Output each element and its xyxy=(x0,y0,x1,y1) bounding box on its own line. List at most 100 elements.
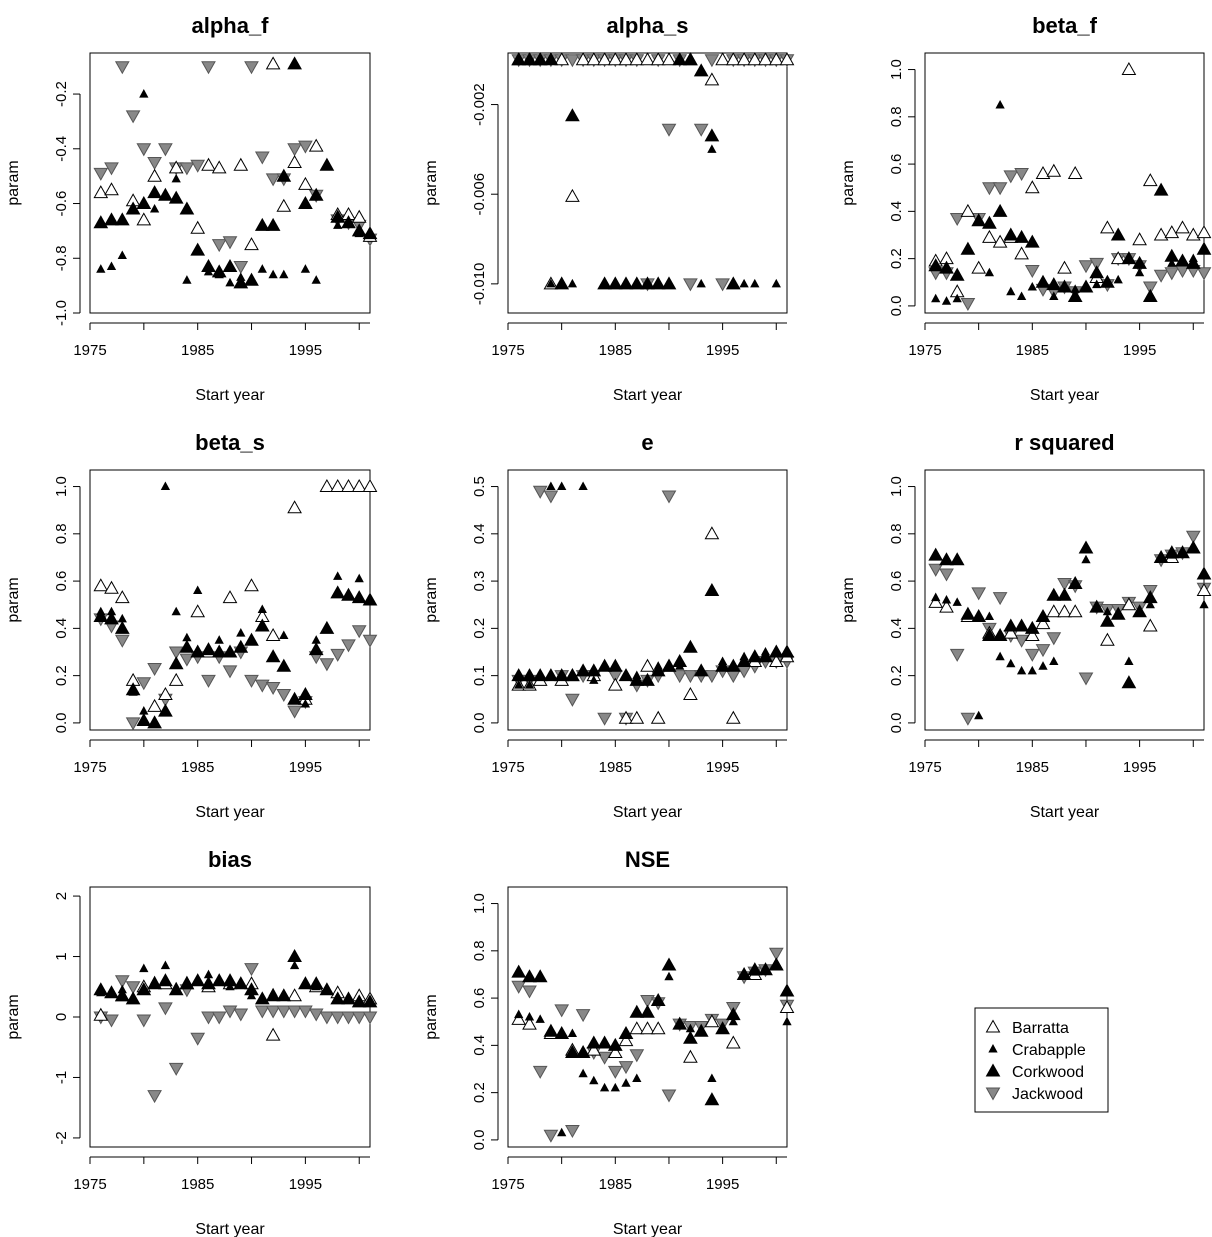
panel-bias: bias 1975 1985 1995 -2 -1 0 1 2 Start year param xyxy=(5,847,378,1237)
data-point-jackwood xyxy=(554,1004,570,1018)
x-tick-label: 1975 xyxy=(491,342,524,359)
data-point-jackwood xyxy=(949,213,965,227)
data-point-crabapple xyxy=(1199,599,1209,609)
y-tick-label: -0.010 xyxy=(471,263,488,306)
data-point-crabapple xyxy=(289,960,300,970)
data-point-barratta xyxy=(640,658,655,672)
data-point-jackwood xyxy=(1089,257,1105,271)
y-tick-label: 0.0 xyxy=(471,1129,488,1150)
legend-box xyxy=(974,1007,1109,1113)
data-point-jackwood xyxy=(265,1005,281,1019)
data-point-corkwood xyxy=(779,983,795,997)
data-point-corkwood xyxy=(93,215,109,229)
data-point-jackwood xyxy=(287,1005,302,1019)
data-point-barratta xyxy=(1153,227,1169,241)
x-tick-label: 1975 xyxy=(73,759,106,776)
data-point-crabapple xyxy=(193,585,203,594)
data-point-crabapple xyxy=(610,661,620,670)
y-tick-label: 0.2 xyxy=(53,665,70,686)
data-point-corkwood xyxy=(768,644,784,658)
data-point-jackwood xyxy=(104,162,119,176)
data-point-jackwood xyxy=(693,123,709,137)
data-point-jackwood xyxy=(1014,168,1029,182)
data-point-barratta xyxy=(982,229,997,243)
series-crabapple xyxy=(514,959,792,1137)
y-tick-label: -0.6 xyxy=(53,191,70,217)
y-tick-label: 0.8 xyxy=(53,523,70,544)
data-point-jackwood xyxy=(114,634,130,648)
data-point-crabapple xyxy=(739,278,749,288)
data-point-corkwood xyxy=(114,212,130,226)
data-point-jackwood xyxy=(1003,170,1019,184)
data-point-barratta xyxy=(607,52,623,66)
data-point-crabapple xyxy=(653,278,663,288)
data-point-jackwood xyxy=(233,261,249,275)
data-point-jackwood xyxy=(565,54,580,68)
legend-marker-corkwood xyxy=(985,1063,1001,1077)
data-point-corkwood xyxy=(971,608,987,622)
legend-label-jackwood: Jackwood xyxy=(1012,1086,1083,1103)
data-point-crabapple xyxy=(1102,606,1113,616)
data-point-crabapple xyxy=(1113,274,1123,284)
data-point-barratta xyxy=(351,209,367,223)
data-point-crabapple xyxy=(225,277,235,287)
data-point-barratta xyxy=(661,52,677,66)
panel-title: beta_s xyxy=(195,430,265,455)
data-point-barratta xyxy=(618,52,634,66)
data-point-crabapple xyxy=(1006,658,1016,668)
data-point-corkwood xyxy=(265,217,281,231)
data-point-crabapple xyxy=(311,275,321,284)
data-point-corkwood xyxy=(254,991,270,1005)
data-point-jackwood xyxy=(330,648,346,662)
data-point-corkwood xyxy=(1185,255,1201,269)
data-point-barratta xyxy=(768,52,784,66)
y-axis-label: param xyxy=(423,577,440,622)
data-point-barratta xyxy=(168,672,184,686)
data-point-crabapple xyxy=(739,651,749,661)
data-point-corkwood xyxy=(554,276,570,290)
y-tick-label: 0.6 xyxy=(888,571,905,592)
series-jackwood xyxy=(928,168,1212,312)
data-point-corkwood xyxy=(618,1025,634,1039)
data-point-corkwood xyxy=(672,52,688,66)
data-point-crabapple xyxy=(696,665,706,675)
data-point-barratta xyxy=(704,1014,720,1028)
data-point-corkwood xyxy=(928,547,944,561)
data-point-barratta xyxy=(1142,618,1158,632)
data-point-corkwood xyxy=(179,639,195,653)
data-point-corkwood xyxy=(939,552,954,566)
data-point-corkwood xyxy=(1046,277,1062,291)
data-point-corkwood xyxy=(244,272,259,286)
data-point-crabapple xyxy=(300,264,311,273)
x-tick-label: 1985 xyxy=(1016,759,1049,776)
data-point-corkwood xyxy=(554,668,570,682)
data-point-jackwood xyxy=(179,162,195,176)
data-point-crabapple xyxy=(268,987,278,997)
data-point-jackwood xyxy=(125,717,141,731)
data-point-barratta xyxy=(1014,246,1029,260)
data-point-barratta xyxy=(1035,165,1051,179)
data-point-barratta xyxy=(1067,165,1083,179)
data-point-crabapple xyxy=(1049,656,1059,665)
data-point-corkwood xyxy=(715,658,730,672)
data-point-crabapple xyxy=(984,267,995,277)
data-point-corkwood xyxy=(522,969,537,983)
panel-r-squared: r squared 1975 1985 1995 0.0 0.2 0.4 0.6 0.8 1.0 S… xyxy=(840,430,1212,821)
data-point-crabapple xyxy=(621,1078,631,1087)
data-point-corkwood xyxy=(725,276,741,290)
data-point-corkwood xyxy=(543,1023,559,1037)
data-point-corkwood xyxy=(704,582,720,596)
data-point-barratta xyxy=(650,52,666,66)
data-point-barratta xyxy=(650,710,666,724)
data-point-crabapple xyxy=(1027,281,1037,291)
data-point-barratta xyxy=(640,1021,655,1035)
data-point-crabapple xyxy=(117,613,127,623)
data-point-barratta xyxy=(190,220,206,234)
data-point-jackwood xyxy=(265,682,281,696)
y-axis-label: param xyxy=(840,577,857,622)
data-point-crabapple xyxy=(128,687,138,696)
data-point-barratta xyxy=(960,203,976,217)
data-point-crabapple xyxy=(171,606,181,616)
data-point-jackwood xyxy=(960,712,976,726)
x-tick-label: 1995 xyxy=(706,759,739,776)
